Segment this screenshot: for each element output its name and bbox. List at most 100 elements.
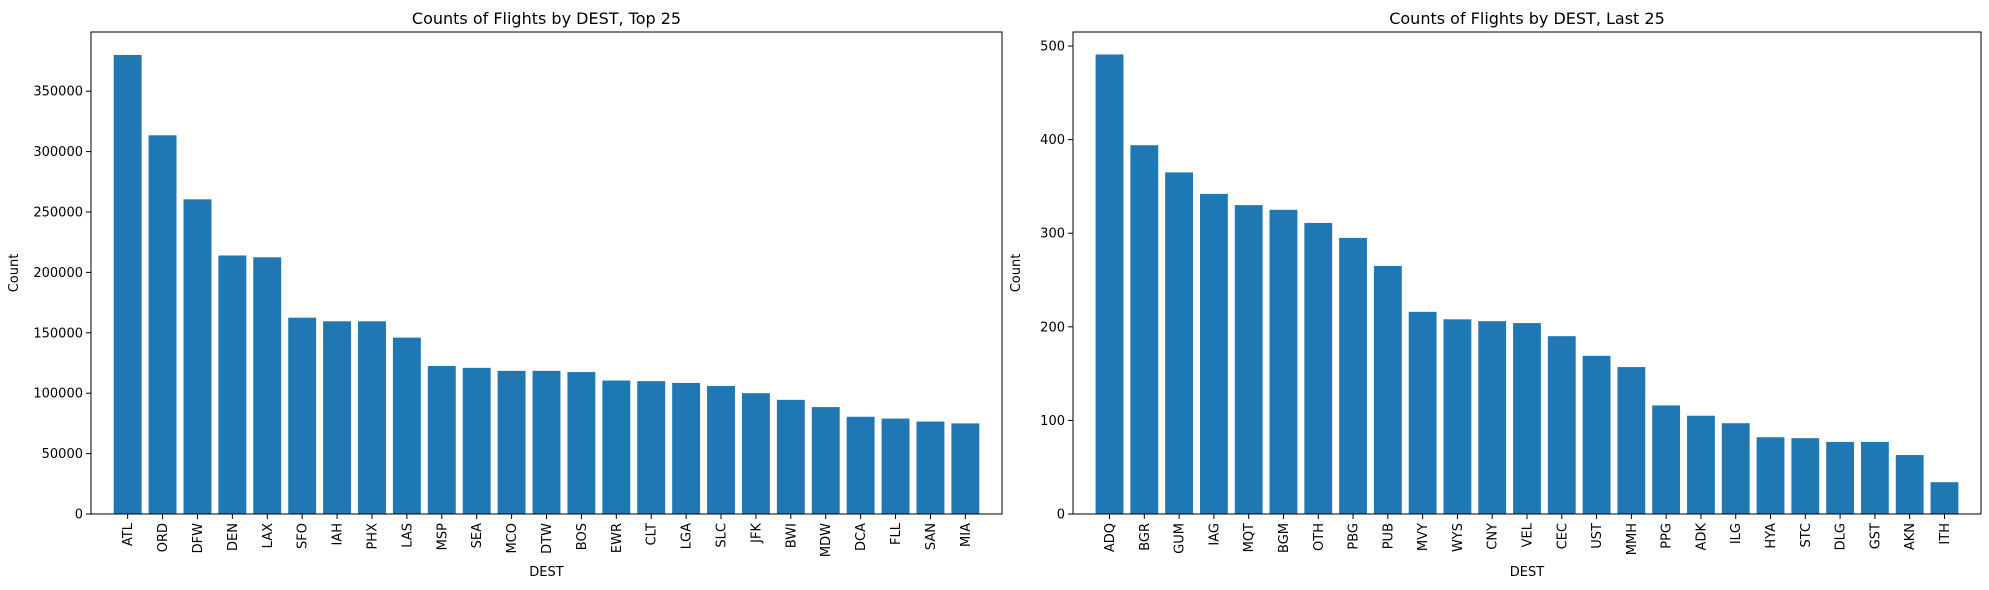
y-tick-label: 250000 [33,205,83,220]
x-tick-label-iah: IAH [331,523,346,546]
y-tick-label: 50000 [42,447,83,462]
bar-den [218,255,247,515]
bar-iag [1199,193,1228,514]
bar-dlg [1826,441,1855,514]
bar-mqt [1234,205,1263,514]
y-tick-label: 500 [1040,40,1065,55]
bar-dtw [532,370,561,514]
x-tick-label-ppg: PPG [1660,523,1675,549]
bar-clt [637,381,666,514]
y-tick-label: 100000 [33,387,83,402]
bar-lga [672,382,701,514]
x-tick-label-fll: FLL [889,522,904,545]
chart-top-25: 0 50000 100000 150000 200000 250000 300000 3500… [7,9,1003,580]
bar-ord [148,135,177,515]
x-tick-label-dtw: DTW [540,523,555,554]
x-tick-label-ust: UST [1590,523,1605,549]
x-tick-label-lga: LGA [680,523,695,549]
y-tick-label: 200000 [33,266,83,281]
x-tick-label-vel: VEL [1521,522,1536,547]
y-tick-label: 200 [1040,320,1065,335]
bar-jfk [741,393,770,514]
x-tick-label-adk: ADK [1694,523,1709,551]
x-tick-label-pbg: PBG [1347,523,1362,550]
bar-ust [1582,355,1611,514]
x-tick-label-bgm: BGM [1277,523,1292,553]
bar-ppg [1652,405,1681,514]
bar-cec [1547,336,1576,514]
x-tick-label-cny: CNY [1486,523,1501,550]
bar-san [916,421,945,514]
bar-slc [707,385,735,514]
bar-sea [462,367,491,514]
bar-mmh [1617,367,1646,514]
bar-bgm [1269,209,1298,514]
x-tick-label-san: SAN [924,523,939,550]
x-tick-label-jfk: JFK [749,523,764,544]
bar-mdw [811,407,840,514]
x-tick-label-sfo: SFO [296,523,311,549]
x-tick-label-gum: GUM [1173,523,1188,554]
x-tick-label-bos: BOS [575,523,590,550]
bar-stc [1791,438,1820,514]
x-tick-label-den: DEN [226,523,241,551]
y-tick-label: 0 [75,508,83,523]
bar-pbg [1339,237,1367,514]
bar-phx [358,321,386,514]
bar-fll [881,418,910,514]
y-tick-label: 0 [1057,508,1065,523]
x-tick-label-iag: IAG [1207,523,1222,546]
x-tick-label-oth: OTH [1312,523,1327,551]
x-tick-label-mvy: MVY [1416,523,1431,551]
x-tick-label-adq: ADQ [1103,523,1118,552]
bar-oth [1304,222,1333,514]
x-tick-label-bwi: BWI [784,523,799,548]
bar-ewr [602,380,631,514]
x-tick-label-slc: SLC [715,523,730,548]
bar-gst [1860,441,1889,514]
x-tick-label-atl: ATL [121,522,136,546]
bar-lax [253,257,282,514]
x-tick-label-mdw: MDW [819,523,834,557]
bar-vel [1513,323,1541,514]
x-tick-label-lax: LAX [261,523,276,548]
x-tick-label-msp: MSP [435,523,450,550]
x-tick-label-ewr: EWR [610,523,625,553]
bar-mvy [1408,311,1437,514]
bar-cny [1478,321,1507,514]
bar-gum [1165,172,1194,514]
bar-bos [567,372,596,514]
bar-akn [1895,455,1924,514]
bar-adk [1687,415,1715,514]
bar-dca [846,416,875,514]
x-tick-label-ord: ORD [156,523,171,552]
bar-las [392,337,421,514]
bar-adq [1095,54,1124,515]
x-tick-label-sea: SEA [470,523,485,548]
bar-bwi [776,399,805,514]
x-tick-label-dlg: DLG [1834,523,1849,550]
chart-last-25: 0 100 200 300 400 500 ADQ BGR GUM IAG MQT BGM OTH PBG… [1009,9,1982,580]
y-axis-label: Count [7,254,22,293]
bar-ilg [1721,423,1750,514]
x-tick-label-mmh: MMH [1625,523,1640,555]
x-tick-label-pub: PUB [1381,523,1396,549]
x-tick-label-ith: ITH [1938,523,1953,545]
x-tick-label-akn: AKN [1903,523,1918,550]
y-tick-label: 300 [1040,227,1065,242]
bar-atl [113,54,142,514]
x-tick-label-cec: CEC [1555,523,1570,549]
x-tick-label-bgr: BGR [1138,523,1153,551]
chart-title: Counts of Flights by DEST, Last 25 [1389,9,1665,28]
x-tick-label-dfw: DFW [191,523,206,553]
x-tick-label-gst: GST [1868,523,1883,549]
bar-bgr [1130,145,1159,514]
x-tick-label-stc: STC [1799,523,1814,548]
bar-sfo [288,317,317,514]
y-tick-label: 150000 [33,326,83,341]
bar-hya [1756,437,1785,514]
y-tick-label: 100 [1040,414,1065,429]
bar-iah [323,321,352,514]
x-tick-label-mco: MCO [505,523,520,554]
y-axis-label: Count [1009,254,1024,293]
